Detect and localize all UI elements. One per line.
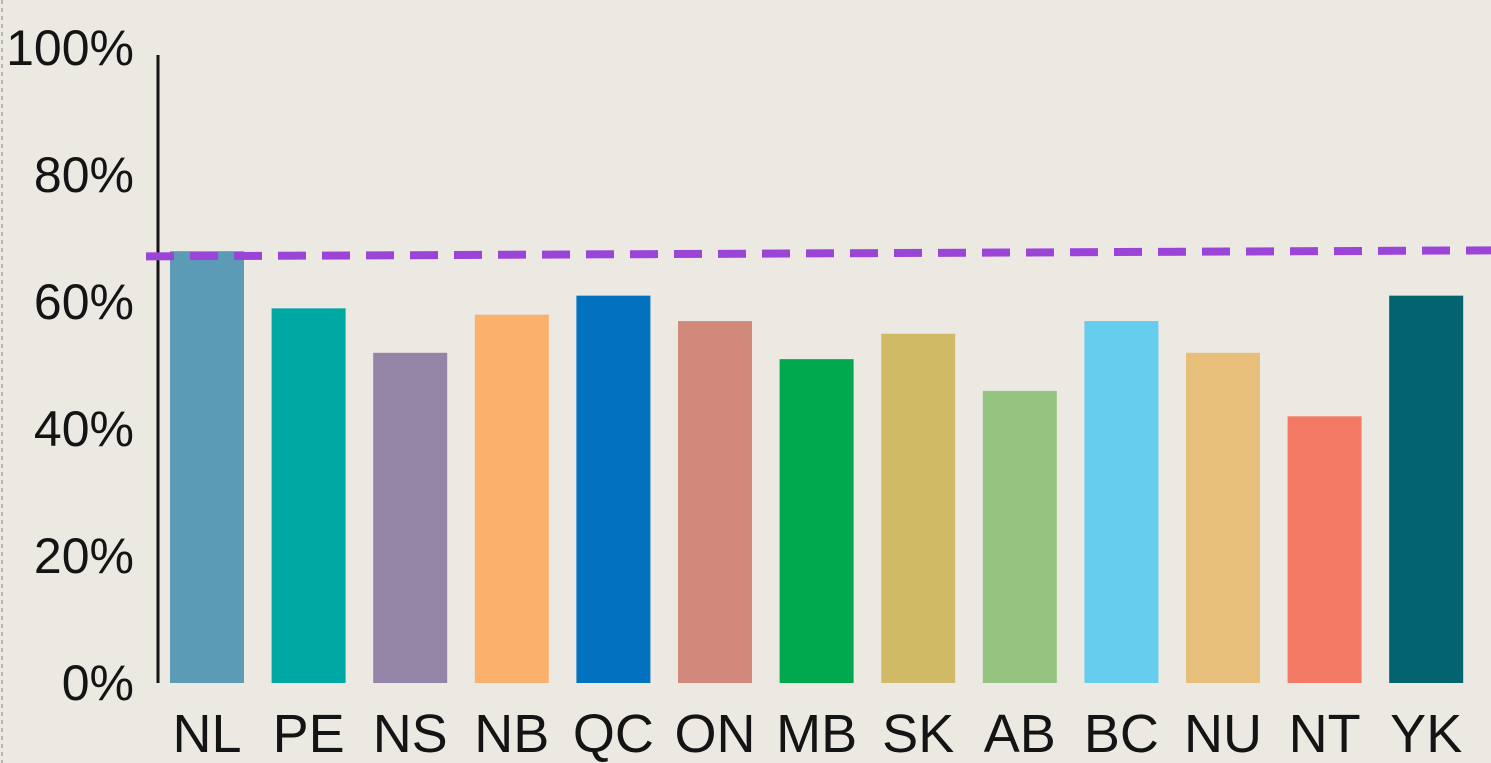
y-tick-label: 80% [34, 147, 134, 203]
y-tick-label: 100% [6, 20, 134, 76]
x-tick-label-yk: YK [1390, 704, 1462, 763]
y-tick-label: 40% [34, 401, 134, 457]
x-tick-label-sk: SK [882, 704, 954, 763]
bar-nl [170, 251, 244, 683]
bar-bc [1084, 321, 1159, 683]
y-tick-label: 20% [34, 528, 134, 584]
bar-qc [576, 295, 651, 683]
x-tick-label-nu: NU [1184, 704, 1262, 763]
x-tick-label-nl: NL [172, 704, 241, 763]
bar-on [678, 321, 752, 683]
x-tick-label-mb: MB [776, 704, 857, 763]
x-tick-label-qc: QC [573, 704, 654, 763]
y-tick-label: 0% [62, 655, 134, 711]
x-tick-label-nb: NB [474, 704, 549, 763]
x-tick-label-ns: NS [373, 704, 448, 763]
bar-ns [373, 352, 448, 683]
x-tick-label-ab: AB [984, 704, 1056, 763]
bar-mb [779, 359, 854, 683]
bar-nu [1186, 352, 1260, 683]
x-tick-label-on: ON [675, 704, 756, 763]
bar-nt [1287, 416, 1362, 683]
bar-ab [982, 390, 1057, 683]
bar-sk [881, 333, 956, 683]
bar-yk [1389, 295, 1464, 683]
x-tick-label-pe: PE [273, 704, 345, 763]
bar-nb [474, 314, 549, 683]
reference-line [145, 246, 1491, 261]
bar-pe [271, 308, 346, 683]
x-tick-label-bc: BC [1084, 704, 1159, 763]
x-tick-label-nt: NT [1289, 704, 1361, 763]
y-tick-label: 60% [34, 274, 134, 330]
